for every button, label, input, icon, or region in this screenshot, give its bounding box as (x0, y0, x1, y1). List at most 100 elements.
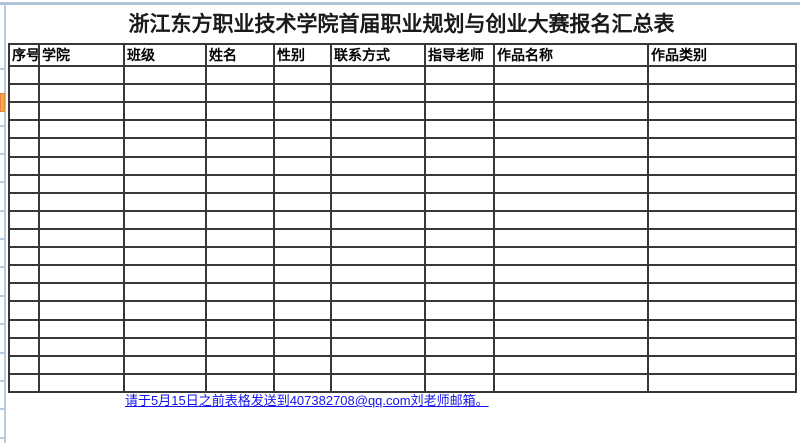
table-cell-xingming[interactable] (205, 83, 275, 104)
table-cell-zuopinmingcheng[interactable] (493, 282, 649, 303)
column-header-xingbie[interactable]: 性别 (273, 43, 332, 67)
table-cell-xueyuan[interactable] (38, 300, 125, 321)
column-header-xingming[interactable]: 姓名 (205, 43, 275, 67)
table-cell-banji[interactable] (123, 209, 207, 230)
table-cell-xuhao[interactable] (8, 155, 40, 176)
table-cell-xuhao[interactable] (8, 372, 40, 394)
table-cell-zuopinleibie[interactable] (647, 336, 797, 357)
table-cell-xingbie[interactable] (273, 354, 332, 375)
table-cell-xingming[interactable] (205, 264, 275, 285)
table-cell-zhidaolaoshi[interactable] (424, 119, 495, 140)
table-cell-xingming[interactable] (205, 137, 275, 158)
table-cell-zuopinmingcheng[interactable] (493, 336, 649, 357)
table-cell-zuopinleibie[interactable] (647, 191, 797, 212)
table-cell-zhidaolaoshi[interactable] (424, 318, 495, 339)
table-cell-lianxifangshi[interactable] (330, 246, 426, 267)
table-cell-xueyuan[interactable] (38, 137, 125, 158)
table-cell-zuopinleibie[interactable] (647, 354, 797, 375)
table-cell-xuhao[interactable] (8, 173, 40, 194)
table-cell-zuopinmingcheng[interactable] (493, 227, 649, 249)
column-header-xueyuan[interactable]: 学院 (38, 43, 125, 67)
table-cell-xueyuan[interactable] (38, 264, 125, 285)
table-cell-xingming[interactable] (205, 318, 275, 339)
table-cell-xingbie[interactable] (273, 119, 332, 140)
table-cell-zuopinleibie[interactable] (647, 155, 797, 176)
table-cell-zuopinmingcheng[interactable] (493, 64, 649, 86)
table-cell-zuopinleibie[interactable] (647, 173, 797, 194)
table-cell-xueyuan[interactable] (38, 191, 125, 212)
table-cell-zhidaolaoshi[interactable] (424, 191, 495, 212)
table-cell-zhidaolaoshi[interactable] (424, 137, 495, 158)
table-cell-xuhao[interactable] (8, 264, 40, 285)
column-header-zuopinmingcheng[interactable]: 作品名称 (493, 43, 649, 67)
table-cell-zhidaolaoshi[interactable] (424, 354, 495, 375)
table-cell-banji[interactable] (123, 137, 207, 158)
table-cell-zuopinleibie[interactable] (647, 137, 797, 158)
table-cell-banji[interactable] (123, 191, 207, 212)
table-cell-zuopinleibie[interactable] (647, 300, 797, 321)
table-cell-lianxifangshi[interactable] (330, 191, 426, 212)
table-cell-zuopinleibie[interactable] (647, 264, 797, 285)
table-cell-xuhao[interactable] (8, 336, 40, 357)
table-cell-xueyuan[interactable] (38, 372, 125, 394)
table-cell-xueyuan[interactable] (38, 119, 125, 140)
table-cell-xingbie[interactable] (273, 173, 332, 194)
table-cell-xingming[interactable] (205, 282, 275, 303)
table-cell-xingming[interactable] (205, 173, 275, 194)
table-cell-banji[interactable] (123, 246, 207, 267)
table-cell-xingbie[interactable] (273, 336, 332, 357)
table-cell-xueyuan[interactable] (38, 227, 125, 249)
table-cell-xingbie[interactable] (273, 282, 332, 303)
table-cell-zuopinmingcheng[interactable] (493, 83, 649, 104)
table-cell-zhidaolaoshi[interactable] (424, 264, 495, 285)
table-cell-zuopinmingcheng[interactable] (493, 155, 649, 176)
table-cell-xuhao[interactable] (8, 227, 40, 249)
column-header-zuopinleibie[interactable]: 作品类别 (647, 43, 797, 67)
table-cell-zhidaolaoshi[interactable] (424, 101, 495, 122)
table-cell-lianxifangshi[interactable] (330, 64, 426, 86)
table-cell-lianxifangshi[interactable] (330, 137, 426, 158)
table-cell-banji[interactable] (123, 354, 207, 375)
table-cell-zhidaolaoshi[interactable] (424, 372, 495, 394)
table-cell-lianxifangshi[interactable] (330, 155, 426, 176)
table-cell-banji[interactable] (123, 119, 207, 140)
table-cell-xingming[interactable] (205, 227, 275, 249)
table-cell-xueyuan[interactable] (38, 155, 125, 176)
table-cell-xueyuan[interactable] (38, 64, 125, 86)
table-cell-xingbie[interactable] (273, 300, 332, 321)
table-cell-xingbie[interactable] (273, 209, 332, 230)
table-cell-xingbie[interactable] (273, 137, 332, 158)
table-cell-xuhao[interactable] (8, 83, 40, 104)
table-cell-lianxifangshi[interactable] (330, 318, 426, 339)
table-cell-xuhao[interactable] (8, 282, 40, 303)
table-cell-banji[interactable] (123, 318, 207, 339)
table-cell-zuopinmingcheng[interactable] (493, 119, 649, 140)
table-cell-zuopinmingcheng[interactable] (493, 101, 649, 122)
table-cell-xingbie[interactable] (273, 101, 332, 122)
table-cell-zuopinmingcheng[interactable] (493, 173, 649, 194)
table-cell-xueyuan[interactable] (38, 336, 125, 357)
table-cell-xingbie[interactable] (273, 264, 332, 285)
table-cell-xueyuan[interactable] (38, 354, 125, 375)
table-cell-zuopinleibie[interactable] (647, 209, 797, 230)
table-cell-lianxifangshi[interactable] (330, 372, 426, 394)
table-cell-zuopinleibie[interactable] (647, 318, 797, 339)
table-cell-xingming[interactable] (205, 300, 275, 321)
table-cell-zhidaolaoshi[interactable] (424, 209, 495, 230)
email-note-link[interactable]: 请于5月15日之前表格发送到407382708@qq.com刘老师邮箱。 (125, 393, 489, 408)
table-cell-zuopinleibie[interactable] (647, 101, 797, 122)
table-cell-zuopinleibie[interactable] (647, 83, 797, 104)
table-cell-lianxifangshi[interactable] (330, 101, 426, 122)
table-cell-xuhao[interactable] (8, 101, 40, 122)
table-cell-zhidaolaoshi[interactable] (424, 282, 495, 303)
table-cell-zhidaolaoshi[interactable] (424, 155, 495, 176)
column-header-banji[interactable]: 班级 (123, 43, 207, 67)
table-cell-zhidaolaoshi[interactable] (424, 83, 495, 104)
table-cell-lianxifangshi[interactable] (330, 209, 426, 230)
table-cell-banji[interactable] (123, 372, 207, 394)
table-cell-lianxifangshi[interactable] (330, 354, 426, 375)
table-cell-banji[interactable] (123, 64, 207, 86)
table-cell-xingming[interactable] (205, 64, 275, 86)
table-cell-banji[interactable] (123, 336, 207, 357)
table-cell-lianxifangshi[interactable] (330, 300, 426, 321)
